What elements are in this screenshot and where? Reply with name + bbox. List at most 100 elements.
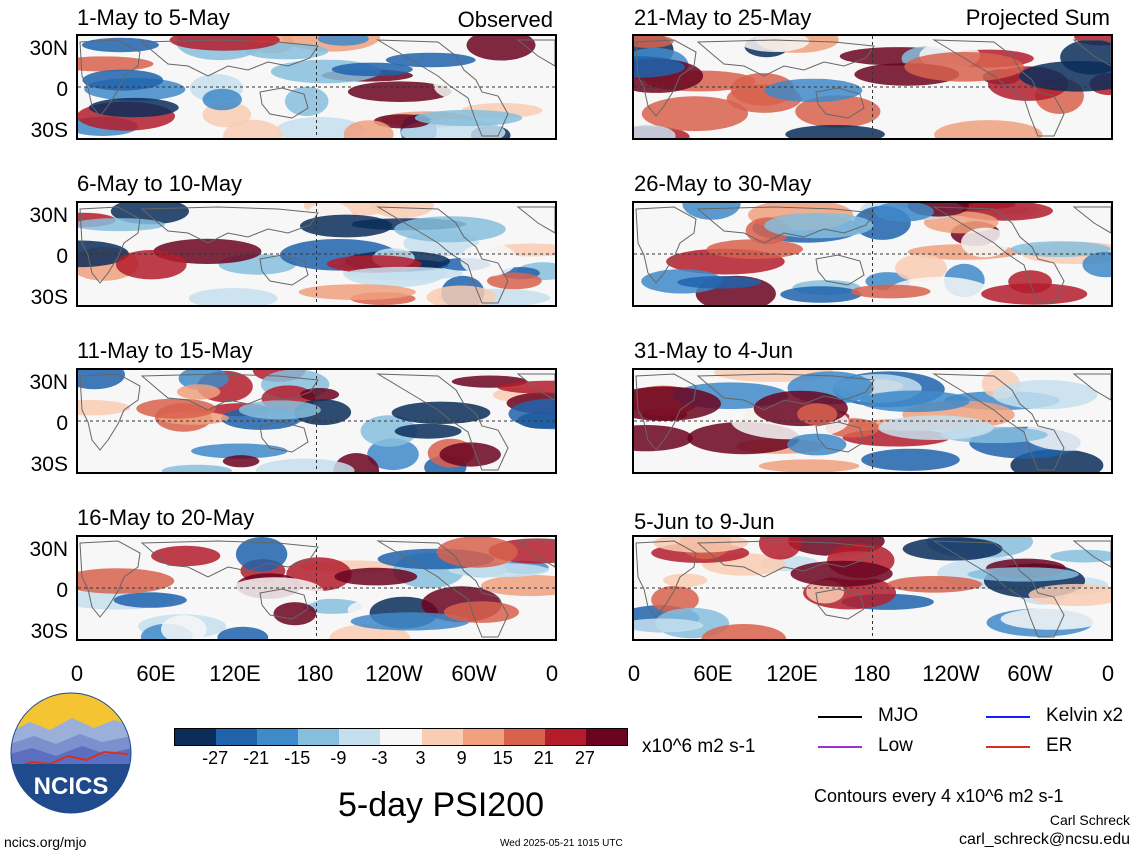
map-panel-left-4 (76, 535, 557, 641)
colorbar-swatch (544, 729, 586, 745)
anomaly-blob (651, 585, 699, 614)
colorbar-tick-label: -27 (202, 748, 229, 768)
lon-label-left-60e: 60E (136, 661, 176, 686)
anomaly-blob (116, 250, 187, 280)
anomaly-blob (191, 443, 288, 459)
colorbar-swatch (380, 729, 422, 745)
colorbar-swatch (503, 729, 545, 745)
panel-title-left-4: 16-May to 20-May (77, 505, 255, 530)
anomaly-blob (795, 616, 900, 631)
anomaly-blob (78, 568, 175, 594)
legend-low-line (818, 746, 862, 748)
projected-sum-label: Projected Sum (965, 5, 1110, 30)
map-panel-right-1 (632, 34, 1113, 140)
anomaly-blob (764, 78, 863, 103)
coastline (635, 540, 697, 618)
anomaly-blob (151, 545, 221, 567)
colorbar-tick-label: -9 (330, 748, 347, 768)
lon-label-left-120w: 120W (365, 661, 423, 686)
anomaly-blob (895, 254, 948, 283)
panel-title-left-2: 6-May to 10-May (77, 171, 243, 196)
logo-text: NCICS (34, 773, 109, 800)
colorbar-swatch (339, 729, 381, 745)
anomaly-blob (758, 537, 802, 560)
anomaly-blob (298, 284, 416, 300)
anomaly-blob (1037, 117, 1102, 134)
anomaly-blob (1028, 583, 1111, 607)
anomaly-blob (961, 227, 1010, 258)
panel-title-right-3: 31-May to 4-Jun (634, 338, 793, 363)
anomaly-blob (1019, 61, 1111, 92)
anomaly-blob (385, 52, 476, 68)
ncics-logo: NCICS (10, 692, 132, 814)
panel-title-right-1: 21-May to 25-May (634, 5, 812, 30)
coastline (932, 206, 1065, 304)
anomaly-blob (217, 626, 269, 639)
coastline (932, 540, 1065, 638)
map-panel-left-1 (76, 34, 557, 140)
anomaly-blob (634, 36, 674, 48)
lon-label-right-180: 180 (853, 661, 891, 686)
coastline (815, 254, 865, 286)
anomaly-blob (360, 415, 418, 447)
anomaly-blob (436, 537, 518, 568)
coastline (79, 39, 141, 117)
colorbar-tick-label: 3 (415, 748, 426, 768)
anomaly-blob (682, 203, 741, 220)
psi200-field (634, 370, 1111, 472)
anomaly-blob (508, 398, 555, 430)
anomaly-blob (701, 624, 787, 639)
colorbar-swatch (175, 729, 217, 745)
contour-note: Contours every 4 x10^6 m2 s-1 (814, 786, 1064, 806)
anomaly-blob (1050, 549, 1111, 563)
lat-label-eq: 0 (56, 245, 68, 268)
main-title: 5-day PSI200 (338, 786, 545, 824)
lon-label-left-0-end: 0 (545, 661, 559, 686)
anomaly-blob (663, 573, 708, 587)
email: carl_schreck@ncsu.edu (959, 831, 1130, 848)
anomaly-blob (497, 380, 555, 395)
lat-label-30s: 30S (30, 453, 68, 476)
lon-label-left-60w: 60W (451, 661, 497, 686)
anomaly-blob (161, 464, 232, 472)
lon-label-left-180: 180 (296, 661, 334, 686)
anomaly-blob (78, 218, 165, 232)
anomaly-blob (460, 243, 517, 277)
lon-label-left-0: 0 (70, 661, 84, 686)
lon-label-right-120w: 120W (922, 661, 980, 686)
colorbar-tick-label: -21 (243, 748, 270, 768)
panel-title-right-2: 26-May to 30-May (634, 171, 812, 196)
coastline (1072, 206, 1111, 234)
anomaly-blob (177, 384, 221, 400)
anomaly-blob (433, 70, 482, 100)
coastline (815, 421, 865, 453)
timestamp: Wed 2025-05-21 1015 UTC (500, 838, 623, 849)
map-panel-right-3 (632, 368, 1113, 474)
anomaly-blob (136, 398, 216, 419)
psi200-field (634, 36, 1111, 138)
coastline (376, 373, 509, 471)
anomaly-blob (873, 203, 934, 222)
coastline (516, 540, 555, 568)
lat-label-30n: 30N (29, 37, 68, 60)
anomaly-blob (904, 52, 1024, 82)
colorbar-swatch (216, 729, 258, 745)
legend-er-label: ER (1046, 735, 1073, 756)
anomaly-blob (859, 390, 970, 413)
anomaly-blob (161, 615, 207, 639)
legend-low-label: Low (878, 735, 913, 756)
coastline (696, 540, 875, 578)
lon-label-right-0-end: 0 (1101, 661, 1115, 686)
legend-kelvin-line (986, 716, 1030, 718)
lon-label-right-60e: 60E (693, 661, 733, 686)
coastline (376, 206, 509, 304)
coastline (932, 373, 1065, 471)
coastline (140, 206, 319, 244)
anomaly-blob (439, 442, 501, 467)
panel-title-left-1: 1-May to 5-May (77, 5, 230, 30)
anomaly-blob (466, 36, 536, 61)
psi200-field (634, 203, 1111, 305)
anomaly-blob (850, 284, 931, 299)
anomaly-blob (202, 88, 242, 111)
lon-label-right-120e: 120E (766, 661, 818, 686)
